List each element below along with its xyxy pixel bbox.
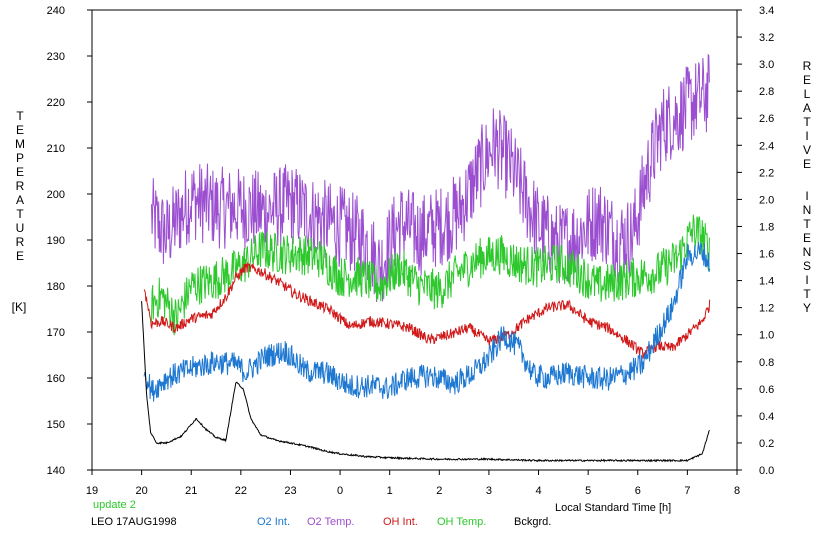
- y-right-label-letter: E: [803, 73, 811, 87]
- y-left-label-letter: U: [16, 221, 25, 235]
- x-tick-label: 21: [185, 485, 197, 497]
- y-right-tick-label: 2.2: [759, 167, 774, 179]
- legend-entry: OH Int.: [383, 516, 418, 528]
- legend-entry: OH Temp.: [437, 516, 486, 528]
- y-left-tick-label: 150: [47, 419, 65, 431]
- y-left-tick-label: 200: [47, 189, 65, 201]
- y-left-label-letter: R: [16, 235, 25, 249]
- y-right-tick-label: 2.8: [759, 86, 774, 98]
- y-axis-right: 3.4 3.2 3.0 2.8 2.6 2.4 2.2 2.0 1.8 1.6 1.4 1.2 1.0 0…: [737, 5, 774, 477]
- y-right-label-letter: Y: [803, 301, 811, 315]
- series-line-o2-temp: [151, 53, 710, 303]
- y-left-label-letter: T: [16, 207, 24, 221]
- y-right-tick-label: 1.4: [759, 276, 774, 288]
- y-right-label-letter: L: [804, 87, 811, 101]
- y-right-tick-label: 1.8: [759, 221, 774, 233]
- series-line-oh-int: [143, 262, 711, 359]
- y-left-tick-label: 170: [47, 327, 65, 339]
- x-tick-label: 4: [535, 485, 541, 497]
- x-tick-label: 23: [284, 485, 296, 497]
- x-tick-label: 0: [337, 485, 343, 497]
- series-line-oh-temp: [151, 214, 710, 336]
- y-right-label-letter: T: [803, 217, 811, 231]
- y-left-tick-label: 240: [47, 5, 65, 17]
- y-right-label-letter: E: [803, 157, 811, 171]
- y-right-tick-label: 0.4: [759, 411, 774, 423]
- y-left-tick-label: 190: [47, 235, 65, 247]
- x-tick-label: 1: [387, 485, 393, 497]
- y-right-tick-label: 1.6: [759, 249, 774, 261]
- y-right-label-letter: T: [803, 115, 811, 129]
- series-line-bckgrd: [141, 301, 710, 463]
- legend: O2 Int. O2 Temp. OH Int. OH Temp. Bckgrd.: [257, 516, 551, 528]
- y-left-label-letter: T: [16, 109, 24, 123]
- legend-entry: O2 Temp.: [307, 516, 355, 528]
- y-right-label-letter: A: [803, 101, 811, 115]
- y-right-tick-label: 2.4: [759, 140, 774, 152]
- y-right-label-letter: I: [805, 189, 808, 203]
- y-left-label-letter: E: [16, 165, 24, 179]
- x-tick-label: 8: [734, 485, 740, 497]
- legend-entry: O2 Int.: [257, 516, 290, 528]
- y-left-label-letter: A: [16, 193, 24, 207]
- y-right-label-letter: V: [803, 143, 811, 157]
- update-annotation: update 2: [93, 499, 136, 511]
- y-left-tick-label: 140: [47, 465, 65, 477]
- x-tick-label: 3: [486, 485, 492, 497]
- y-right-label-letter: S: [803, 259, 811, 273]
- y-left-label-letter: R: [16, 179, 25, 193]
- y-right-label-letter: I: [805, 129, 808, 143]
- y-right-tick-label: 3.2: [759, 32, 774, 44]
- y-right-tick-label: 2.6: [759, 113, 774, 125]
- y-axis-left: 240 230 220 210 200 190 180 170 160 150 140: [47, 5, 92, 477]
- y-left-unit: [K]: [12, 300, 27, 314]
- y-left-label-letter: M: [15, 137, 25, 151]
- y-left-tick-label: 210: [47, 143, 65, 155]
- legend-entry: Bckgrd.: [514, 516, 551, 528]
- y-right-tick-label: 0.8: [759, 357, 774, 369]
- station-annotation: LEO 17AUG1998: [91, 516, 177, 528]
- x-tick-label: 6: [635, 485, 641, 497]
- x-tick-label: 22: [235, 485, 247, 497]
- y-left-tick-label: 160: [47, 373, 65, 385]
- y-right-label-letter: R: [803, 59, 812, 73]
- y-left-tick-label: 230: [47, 51, 65, 63]
- y-right-label-letter: E: [803, 231, 811, 245]
- x-axis: 19 20 21 22 23 0 1 2 3 4 5 6 7 8: [86, 470, 740, 497]
- y-right-label-letter: I: [805, 273, 808, 287]
- y-left-label-letter: P: [16, 151, 24, 165]
- y-right-tick-label: 0.2: [759, 438, 774, 450]
- y-left-label-letter: E: [16, 123, 24, 137]
- y-right-label-letter: T: [803, 287, 811, 301]
- y-right-tick-label: 0.0: [759, 465, 774, 477]
- x-tick-label: 7: [684, 485, 690, 497]
- y-left-tick-label: 180: [47, 281, 65, 293]
- y-right-label-letter: N: [803, 245, 812, 259]
- x-tick-label: 19: [86, 485, 98, 497]
- y-right-tick-label: 3.4: [759, 5, 774, 17]
- y-right-tick-label: 0.6: [759, 384, 774, 396]
- y-left-tick-label: 220: [47, 97, 65, 109]
- y-right-tick-label: 1.2: [759, 303, 774, 315]
- x-axis-label: Local Standard Time [h]: [555, 502, 671, 514]
- x-tick-label: 5: [585, 485, 591, 497]
- x-tick-label: 2: [436, 485, 442, 497]
- y-left-label-letter: E: [16, 249, 24, 263]
- y-right-tick-label: 1.0: [759, 330, 774, 342]
- series-group: [141, 53, 711, 463]
- series-line-o2-int: [143, 241, 711, 402]
- y-right-label-letter: N: [803, 203, 812, 217]
- x-tick-label: 20: [135, 485, 147, 497]
- y-right-tick-label: 2.0: [759, 194, 774, 206]
- y-right-tick-label: 3.0: [759, 59, 774, 71]
